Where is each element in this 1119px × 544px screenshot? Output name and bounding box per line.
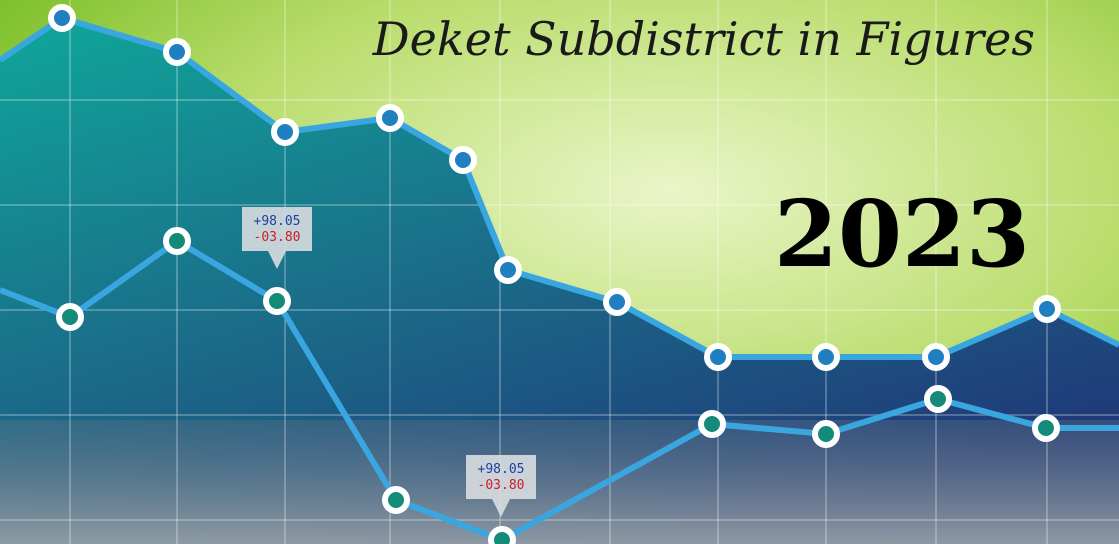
callout-down: -03.80 (254, 230, 301, 245)
title: Deket Subdistrict in Figures (372, 12, 1035, 66)
page: +98.05 -03.80 +98.05 -03.80 Deket Subdis… (0, 0, 1119, 544)
callout-down: -03.80 (478, 478, 525, 493)
callout-up: +98.05 (478, 462, 525, 477)
year: 2023 (774, 180, 1030, 288)
photo-floor (0, 420, 1119, 544)
callout-up: +98.05 (254, 214, 301, 229)
cover: +98.05 -03.80 +98.05 -03.80 Deket Subdis… (0, 0, 1119, 544)
